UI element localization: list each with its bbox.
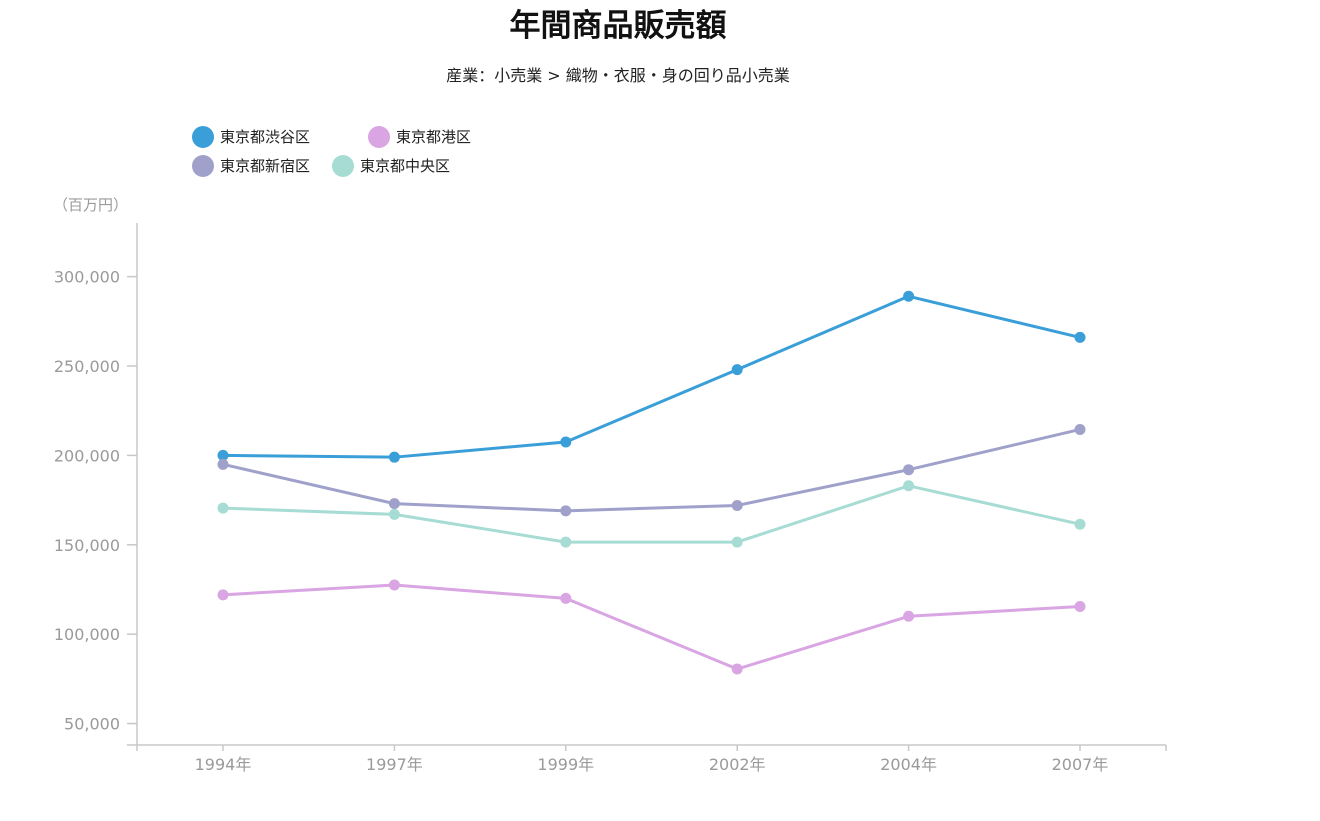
legend-label: 東京都中央区 (360, 157, 450, 175)
chart-title: 年間商品販売額 (510, 8, 727, 44)
y-tick-label: 50,000 (64, 715, 120, 734)
legend-item[interactable]: 東京都中央区 (332, 155, 450, 177)
series-3 (217, 423, 1086, 517)
chart-subtitle: 産業：小売業 > 織物・衣服・身の回り品小売業 (446, 66, 790, 85)
data-point[interactable] (903, 290, 915, 302)
series-1 (217, 290, 1086, 463)
data-point[interactable] (1074, 600, 1086, 612)
y-tick-label: 100,000 (54, 625, 120, 644)
data-point[interactable] (560, 436, 572, 448)
y-tick-label: 150,000 (54, 536, 120, 555)
legend-swatch (192, 155, 214, 177)
x-tick-label: 1999年 (537, 755, 594, 774)
series-4 (217, 480, 1086, 548)
data-point[interactable] (1074, 331, 1086, 343)
data-point[interactable] (560, 536, 572, 548)
data-point[interactable] (217, 502, 229, 514)
x-tick-label: 2004年 (880, 755, 937, 774)
data-point[interactable] (731, 364, 743, 376)
legend-item[interactable]: 東京都渋谷区 (192, 126, 310, 148)
x-axis-ticks: 1994年 1997年 1999年 2002年 2004年 2007年 (195, 745, 1109, 774)
data-point[interactable] (1074, 518, 1086, 530)
data-point[interactable] (217, 449, 229, 461)
x-tick-label: 1994年 (195, 755, 252, 774)
series-line (221, 583, 1082, 671)
data-point[interactable] (388, 579, 400, 591)
series-layer (217, 290, 1086, 675)
legend-swatch (332, 155, 354, 177)
data-point[interactable] (903, 464, 915, 476)
data-point[interactable] (731, 536, 743, 548)
series-line (221, 427, 1082, 513)
legend-item[interactable]: 東京都港区 (368, 126, 471, 148)
legend-swatch (368, 126, 390, 148)
x-tick-label: 2002年 (709, 755, 766, 774)
data-point[interactable] (217, 458, 229, 470)
legend-label: 東京都港区 (396, 128, 471, 146)
y-axis-ticks: 50,000 100,000 150,000 200,000 250,000 300,00… (54, 268, 137, 734)
data-point[interactable] (217, 589, 229, 601)
legend-label: 東京都新宿区 (220, 157, 310, 175)
legend-swatch (192, 126, 214, 148)
data-point[interactable] (903, 480, 915, 492)
y-axis-unit-label: （百万円） (53, 196, 128, 214)
legend-item[interactable]: 東京都新宿区 (192, 155, 310, 177)
data-point[interactable] (731, 499, 743, 511)
data-point[interactable] (560, 505, 572, 517)
data-point[interactable] (903, 610, 915, 622)
series-2 (217, 579, 1086, 675)
series-line (221, 484, 1082, 544)
x-tick-label: 1997年 (366, 755, 423, 774)
series-line (221, 294, 1082, 459)
data-point[interactable] (731, 663, 743, 675)
x-tick-label: 2007年 (1052, 755, 1109, 774)
data-point[interactable] (1074, 423, 1086, 435)
legend-label: 東京都渋谷区 (220, 128, 310, 146)
y-tick-label: 300,000 (54, 268, 120, 287)
data-point[interactable] (388, 451, 400, 463)
y-tick-label: 250,000 (54, 357, 120, 376)
data-point[interactable] (388, 498, 400, 510)
y-tick-label: 200,000 (54, 446, 120, 465)
data-point[interactable] (388, 508, 400, 520)
data-point[interactable] (560, 592, 572, 604)
